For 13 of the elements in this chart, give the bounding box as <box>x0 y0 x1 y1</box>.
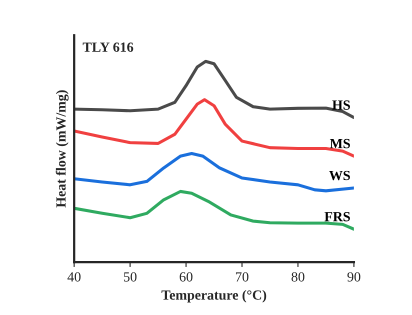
y-axis-title: Heat flow (mW/mg) <box>56 90 69 208</box>
x-tick-label: 70 <box>236 272 248 282</box>
text: TLY 616 <box>82 42 134 52</box>
x-tick-label: 60 <box>180 272 192 282</box>
series-label: WS <box>329 170 350 180</box>
x-tick-label: 50 <box>124 272 137 282</box>
series-label: FRS <box>324 212 350 222</box>
series-label: MS <box>330 138 350 148</box>
x-axis-title: Temperature (°C) <box>162 290 266 303</box>
x-tick-label: 40 <box>67 272 81 282</box>
x-tick-label: 90 <box>347 272 360 282</box>
series-label: HS <box>332 100 350 110</box>
x-tick-label: 80 <box>292 272 304 282</box>
